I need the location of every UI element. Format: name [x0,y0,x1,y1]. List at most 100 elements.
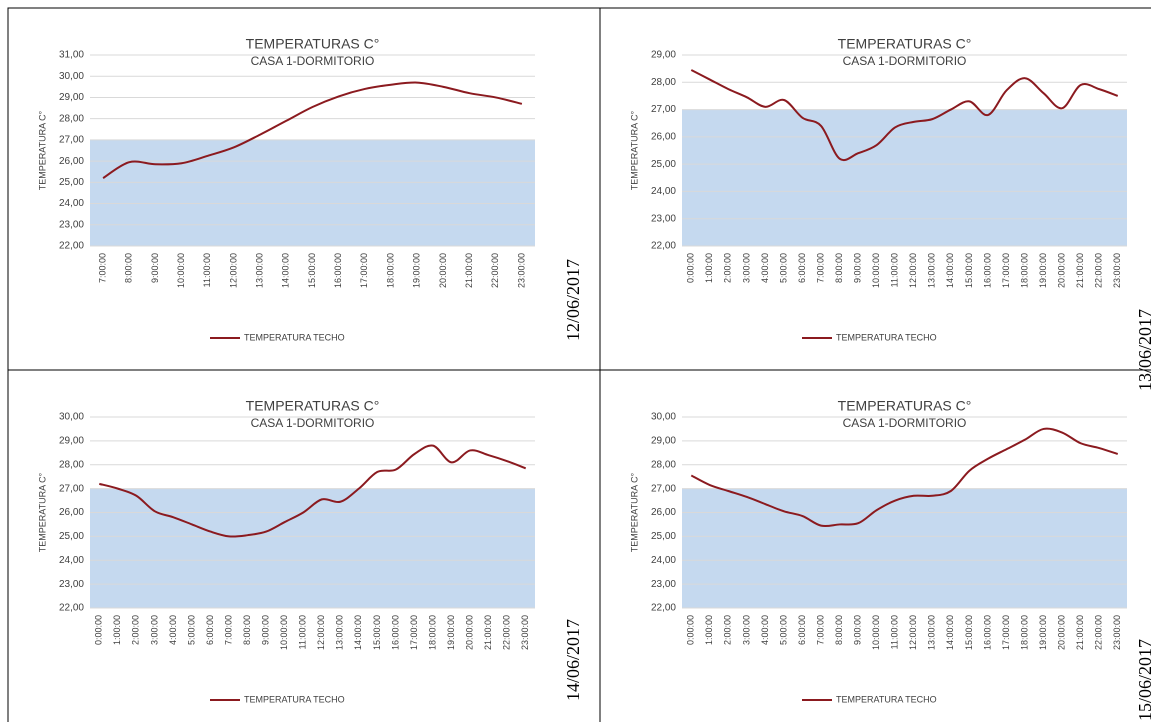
x-tick-label: 14:00:00 [945,253,955,288]
chart-subtitle: CASA 1-DORMITORIO [251,416,375,430]
y-tick-label: 22,00 [59,241,84,252]
x-tick-label: 18:00:00 [1019,253,1029,288]
shaded-range [90,488,535,608]
x-tick-label: 22:00:00 [490,253,500,288]
y-tick-label: 26,00 [59,156,84,167]
x-tick-label: 21:00:00 [1075,615,1085,650]
y-axis-label: TEMPERATURA C° [37,472,47,552]
x-tick-label: 12:00:00 [228,253,238,288]
x-tick-label: 19:00:00 [1038,615,1048,650]
x-tick-label: 5:00:00 [186,615,196,645]
shaded-range [682,109,1127,246]
x-tick-label: 20:00:00 [464,615,474,650]
x-tick-label: 16:00:00 [333,253,343,288]
x-tick-label: 21:00:00 [1075,253,1085,288]
x-tick-label: 18:00:00 [1019,615,1029,650]
y-axis-label: TEMPERATURA C° [629,472,639,552]
x-tick-label: 10:00:00 [176,253,186,288]
legend-label: TEMPERATURA TECHO [836,332,937,342]
x-tick-label: 1:00:00 [704,253,714,283]
x-tick-label: 5:00:00 [778,253,788,283]
x-tick-label: 2:00:00 [723,253,733,283]
x-tick-label: 6:00:00 [797,253,807,283]
y-tick-label: 29,00 [59,92,84,103]
x-tick-label: 20:00:00 [1056,615,1066,650]
x-tick-label: 11:00:00 [298,615,308,649]
date-label: 12/06/2017 [563,259,583,341]
shaded-range [682,488,1127,608]
x-tick-label: 18:00:00 [385,253,395,288]
y-tick-label: 31,00 [59,50,84,61]
x-tick-label: 23:00:00 [520,615,530,650]
chart-title: TEMPERATURAS C° [246,36,380,52]
x-tick-label: 12:00:00 [316,615,326,650]
x-tick-label: 17:00:00 [359,253,369,288]
x-tick-label: 17:00:00 [1001,615,1011,650]
x-tick-label: 21:00:00 [464,253,474,288]
x-tick-label: 5:00:00 [778,615,788,645]
legend-label: TEMPERATURA TECHO [244,332,345,342]
y-tick-label: 28,00 [59,113,84,124]
x-tick-label: 7:00:00 [815,615,825,645]
x-tick-label: 0:00:00 [686,253,696,283]
y-tick-label: 22,00 [651,603,676,614]
date-label: 13/06/2017 [1135,309,1151,391]
x-tick-label: 9:00:00 [261,615,271,645]
x-tick-label: 23:00:00 [1112,253,1122,288]
y-tick-label: 24,00 [651,555,676,566]
x-tick-label: 0:00:00 [94,615,104,645]
y-axis-label: TEMPERATURA C° [629,110,639,190]
y-tick-label: 25,00 [651,531,676,542]
x-tick-label: 15:00:00 [307,253,317,288]
legend-label: TEMPERATURA TECHO [244,694,345,704]
chart-subtitle: CASA 1-DORMITORIO [843,416,967,430]
x-tick-label: 19:00:00 [412,253,422,288]
x-tick-label: 2:00:00 [131,615,141,645]
y-tick-label: 25,00 [651,159,676,170]
x-tick-label: 16:00:00 [390,615,400,650]
y-tick-label: 25,00 [59,177,84,188]
legend-label: TEMPERATURA TECHO [836,694,937,704]
x-tick-label: 13:00:00 [927,253,937,288]
x-tick-label: 7:00:00 [815,253,825,283]
x-tick-label: 8:00:00 [834,253,844,283]
x-tick-label: 8:00:00 [124,253,134,283]
x-tick-label: 4:00:00 [760,253,770,283]
chart-title: TEMPERATURAS C° [838,398,972,414]
x-tick-label: 9:00:00 [853,615,863,645]
x-tick-label: 10:00:00 [279,615,289,650]
line-series [690,427,1119,528]
y-tick-label: 28,00 [59,459,84,470]
x-tick-label: 16:00:00 [982,253,992,288]
date-label: 14/06/2017 [563,619,583,701]
x-tick-label: 17:00:00 [1001,253,1011,288]
y-tick-label: 23,00 [651,579,676,590]
y-tick-label: 27,00 [59,135,84,146]
x-tick-label: 7:00:00 [223,615,233,645]
x-tick-label: 0:00:00 [686,615,696,645]
x-tick-label: 11:00:00 [890,253,900,287]
x-tick-label: 13:00:00 [335,615,345,650]
x-tick-label: 8:00:00 [242,615,252,645]
y-tick-label: 24,00 [59,555,84,566]
x-tick-label: 9:00:00 [853,253,863,283]
y-tick-label: 26,00 [651,507,676,518]
x-tick-label: 14:00:00 [281,253,291,288]
x-tick-label: 22:00:00 [502,615,512,650]
x-tick-label: 15:00:00 [964,253,974,288]
x-tick-label: 12:00:00 [908,615,918,650]
y-tick-label: 28,00 [651,459,676,470]
x-tick-label: 8:00:00 [834,615,844,645]
x-tick-label: 15:00:00 [964,615,974,650]
x-tick-label: 6:00:00 [797,615,807,645]
x-tick-label: 20:00:00 [438,253,448,288]
x-tick-label: 1:00:00 [704,615,714,645]
x-tick-label: 10:00:00 [871,615,881,650]
y-tick-label: 25,00 [59,531,84,542]
x-tick-label: 6:00:00 [205,615,215,645]
chart-subtitle: CASA 1-DORMITORIO [843,54,967,68]
x-tick-label: 20:00:00 [1056,253,1066,288]
date-label: 15/06/2017 [1135,639,1151,721]
line-series [99,444,527,538]
